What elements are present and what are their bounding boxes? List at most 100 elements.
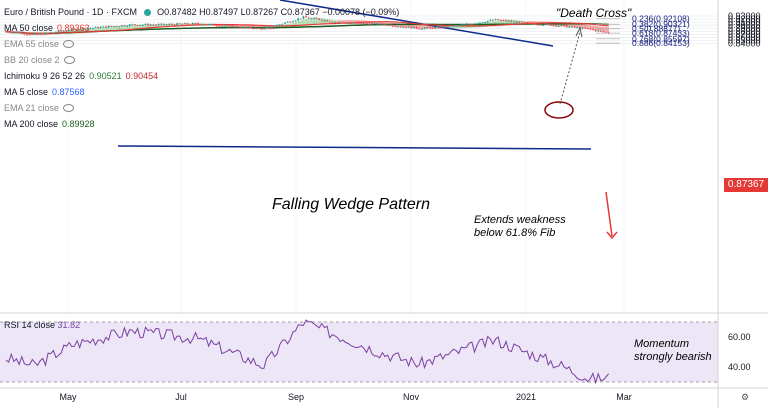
ichimoku-cloud-segment (511, 19, 515, 24)
candle-body (273, 26, 276, 28)
candle-body (115, 26, 118, 28)
pattern-annotation: Falling Wedge Pattern (272, 196, 431, 213)
x-tick-label: Jul (175, 392, 187, 402)
candle-body (470, 23, 473, 25)
ichimoku-cloud-segment (500, 19, 504, 25)
candle-body (23, 33, 26, 35)
ichimoku-cloud-segment (179, 23, 183, 27)
candle-body (136, 24, 139, 26)
candle-body (270, 26, 273, 28)
candle-body (328, 21, 331, 23)
legend-ma50[interactable]: MA 50 close 0.89363 (4, 23, 90, 33)
ichimoku-cloud-segment (134, 24, 138, 29)
ichimoku-cloud-segment (140, 24, 144, 29)
candle-body (389, 24, 392, 26)
candle-body (299, 18, 302, 20)
ichimoku-cloud-segment (506, 19, 510, 25)
ichimoku-cloud-segment (577, 24, 581, 29)
legend-ma5[interactable]: MA 5 close 0.87568 (4, 87, 85, 97)
ichimoku-cloud-segment (245, 24, 249, 29)
candle-body (363, 23, 365, 25)
symbol-row[interactable]: Euro / British Pound · 1D · FXCM O0.8748… (4, 4, 399, 20)
legend-ichimoku[interactable]: Ichimoku 9 26 52 26 0.90521 0.90454 (4, 71, 159, 81)
hidden-eye-icon[interactable] (63, 40, 75, 48)
candle-body (268, 26, 271, 28)
ichimoku-cloud-segment (416, 24, 420, 29)
candle-body (381, 23, 384, 25)
hidden-eye-icon[interactable] (63, 56, 75, 64)
symbol-title[interactable]: Euro / British Pound · 1D · FXCM (4, 7, 138, 17)
ichimoku-cloud-segment (124, 25, 128, 30)
candle-body (202, 24, 205, 26)
ichimoku-cloud-segment (90, 28, 94, 33)
candle-body (76, 28, 78, 31)
ichimoku-cloud-segment (403, 23, 407, 28)
ichimoku-cloud-segment (308, 18, 312, 26)
fib-level-label: 0.5(0.88877) (632, 24, 680, 34)
candle-body (581, 27, 584, 29)
candle-body (494, 18, 497, 21)
candle-body (597, 30, 600, 32)
ichimoku-cloud-segment (177, 23, 181, 27)
current-price-tag: 0.87367 (724, 178, 768, 192)
ichimoku-cloud-segment (79, 29, 83, 34)
candle-body (365, 23, 368, 25)
wedge-upper-line[interactable] (279, 0, 554, 47)
candles (5, 15, 610, 36)
candle-body (12, 32, 15, 34)
candle-body (118, 26, 121, 28)
ichimoku-cloud-segment (374, 21, 378, 25)
y-tick-label: 0.85000 (728, 36, 761, 46)
candle-body (499, 20, 502, 22)
ichimoku-cloud-segment (327, 19, 331, 24)
legend-ma200[interactable]: MA 200 close 0.89928 (4, 119, 95, 129)
ichimoku-cloud-segment (195, 23, 199, 26)
legend-ema21[interactable]: EMA 21 close (4, 100, 399, 116)
ohlc-values: O0.87482 H0.87497 L0.87267 C0.87367 −0.0… (157, 7, 400, 17)
candle-body (215, 25, 218, 27)
x-tick-label: Sep (288, 392, 304, 402)
legend-ema55[interactable]: EMA 55 close (4, 36, 399, 52)
candle-body (223, 25, 226, 27)
legend-bb20[interactable]: BB 20 close 2 (4, 52, 399, 68)
hidden-eye-icon[interactable] (63, 104, 75, 112)
candle-body (336, 21, 339, 23)
wedge-lower-line[interactable] (117, 145, 592, 150)
candle-body (565, 25, 568, 28)
ichimoku-cloud-segment (566, 23, 570, 28)
ichimoku-cloud-segment (227, 23, 231, 27)
candle-body (570, 26, 573, 28)
candle-body (518, 21, 521, 23)
candle-body (555, 25, 557, 27)
candle-body (515, 21, 518, 23)
ichimoku-cloud-segment (408, 24, 412, 29)
ichimoku-cloud-segment (116, 25, 120, 30)
y-tick-label: 0.86000 (728, 33, 761, 43)
rsi-legend[interactable]: RSI 14 close 31.82 (4, 320, 81, 330)
ichimoku-cloud-segment (103, 27, 107, 32)
ichimoku-cloud-segment (495, 20, 499, 26)
y-tick-label: 0.93000 (728, 11, 761, 21)
momentum-annotation-2: strongly bearish (634, 351, 712, 363)
candle-body (599, 30, 602, 32)
x-tick-label: 2021 (516, 392, 536, 402)
settings-gear-icon[interactable]: ⚙ (740, 392, 750, 402)
ichimoku-cloud-segment (524, 21, 528, 24)
ichimoku-cloud-segment (98, 27, 102, 32)
candle-body (47, 32, 50, 34)
candle-body (434, 26, 436, 29)
candle-body (318, 18, 321, 20)
ichimoku-cloud-segment (563, 22, 567, 27)
candle-body (586, 28, 589, 30)
candle-body (476, 23, 479, 25)
candle-body (489, 19, 492, 21)
candle-body (505, 20, 507, 22)
candle-body (544, 23, 547, 26)
candle-body (236, 26, 239, 28)
candle-body (26, 34, 28, 36)
candle-body (241, 26, 244, 28)
ichimoku-cloud-segment (516, 20, 520, 24)
ichimoku-cloud-segment (161, 23, 165, 27)
candle-body (399, 26, 402, 28)
